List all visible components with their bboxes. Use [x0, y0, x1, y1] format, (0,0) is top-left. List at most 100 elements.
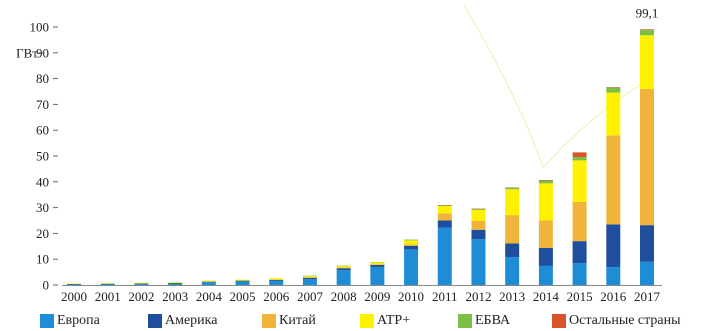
x-tick-label: 2004 — [196, 289, 223, 304]
bar-segment — [640, 88, 654, 226]
legend-item: Китай — [262, 311, 316, 331]
y-tick-label: 20 — [36, 226, 49, 241]
bar-segment — [437, 205, 452, 207]
bar-segment — [302, 277, 317, 278]
bar-segment — [505, 215, 520, 244]
bar-segment — [572, 263, 587, 285]
bar-segment — [201, 280, 216, 282]
bars — [67, 29, 654, 285]
bar-segment — [336, 267, 351, 269]
y-unit-label: ГВт — [16, 45, 38, 60]
bar-segment — [302, 275, 317, 278]
bar-segment — [370, 262, 385, 265]
x-tick-label: 2012 — [465, 289, 491, 304]
bar-segment — [640, 225, 654, 262]
bar-segment — [606, 135, 621, 225]
bar-segment — [606, 267, 621, 285]
x-tick-label: 2010 — [398, 289, 424, 304]
bar-segment — [437, 206, 452, 214]
x-tick-label: 2013 — [499, 289, 525, 304]
x-tick-label: 2002 — [128, 289, 154, 304]
legend-swatch — [262, 314, 276, 328]
bar-segment — [471, 220, 486, 230]
bar-segment — [302, 277, 317, 280]
bar-segment — [100, 283, 115, 285]
bar-segment — [404, 239, 419, 241]
legend-label: Остальные страны — [569, 313, 681, 328]
legend-label: Китай — [279, 313, 316, 328]
bar-segment — [471, 239, 486, 285]
bar-segment — [538, 265, 553, 285]
bar-segment — [640, 261, 654, 285]
y-tick-label: 0 — [43, 278, 50, 293]
legend-label: ЕБВА — [475, 313, 511, 328]
x-tick-label: 2006 — [263, 289, 290, 304]
bar-segment — [538, 183, 553, 221]
bar-segment — [370, 264, 385, 267]
bar-segment — [168, 282, 183, 284]
legend-swatch — [40, 314, 54, 328]
legend-swatch — [148, 314, 162, 328]
bar-segment — [505, 187, 520, 190]
bar-segment — [269, 280, 284, 285]
bar-segment — [201, 281, 216, 283]
legend-item: Европа — [40, 311, 100, 331]
x-tick-label: 2014 — [533, 289, 560, 304]
bar-segment — [437, 220, 452, 228]
legend-label: Америка — [165, 313, 218, 328]
bar-segment — [606, 87, 621, 93]
bar-segment — [404, 245, 419, 250]
bar-segment — [606, 92, 621, 136]
bar-segment — [572, 201, 587, 242]
bar-segment — [370, 266, 385, 285]
bar-segment — [67, 284, 81, 285]
bar-segment — [538, 180, 553, 184]
x-tick-label: 2001 — [95, 289, 121, 304]
legend-swatch — [360, 314, 374, 328]
bar-segment — [505, 189, 520, 216]
bar-segment — [471, 229, 486, 240]
bar-segment — [606, 87, 621, 88]
bar-segment — [572, 157, 587, 161]
bar-segment — [572, 152, 587, 158]
bar-segment — [471, 209, 486, 221]
bar-segment — [505, 257, 520, 285]
x-tick-label: 2009 — [364, 289, 390, 304]
bar-segment — [606, 224, 621, 268]
bar-segment — [572, 160, 587, 202]
bar-segment — [336, 265, 351, 268]
bar-segment — [437, 213, 452, 221]
bar-segment — [67, 283, 81, 284]
x-tick-label: 2003 — [162, 289, 188, 304]
decorative-curve — [463, 4, 641, 170]
y-tick-label: 50 — [36, 149, 49, 164]
bar-segment — [640, 35, 654, 89]
bar-segment — [538, 247, 553, 266]
y-tick-label: 100 — [30, 20, 50, 35]
bar-segment — [168, 282, 183, 283]
x-tick-label: 2000 — [61, 289, 87, 304]
legend: Европа Америка Китай АТР+ ЕБВА Остальные стра… — [40, 311, 700, 331]
x-tick-label: 2007 — [297, 289, 324, 304]
bar-segment — [640, 30, 654, 36]
bar-segment — [404, 244, 419, 246]
bar-segment — [269, 278, 284, 280]
y-tick-label: 80 — [36, 71, 49, 86]
x-tick-label: 2005 — [230, 289, 256, 304]
bar-segment — [538, 220, 553, 248]
bar-segment — [134, 282, 149, 284]
legend-item: ЕБВА — [458, 311, 510, 331]
bar-segment — [471, 208, 486, 210]
bar-segment — [302, 279, 317, 285]
y-tick-label: 30 — [36, 200, 49, 215]
bar-segment — [134, 283, 149, 285]
bar-segment — [640, 29, 654, 31]
bar-segment — [538, 179, 553, 181]
y-tick-label: 40 — [36, 174, 49, 189]
x-tick-label: 2011 — [432, 289, 458, 304]
bar-segment — [168, 283, 183, 285]
bar-segment — [404, 249, 419, 285]
bar-segment — [336, 268, 351, 271]
